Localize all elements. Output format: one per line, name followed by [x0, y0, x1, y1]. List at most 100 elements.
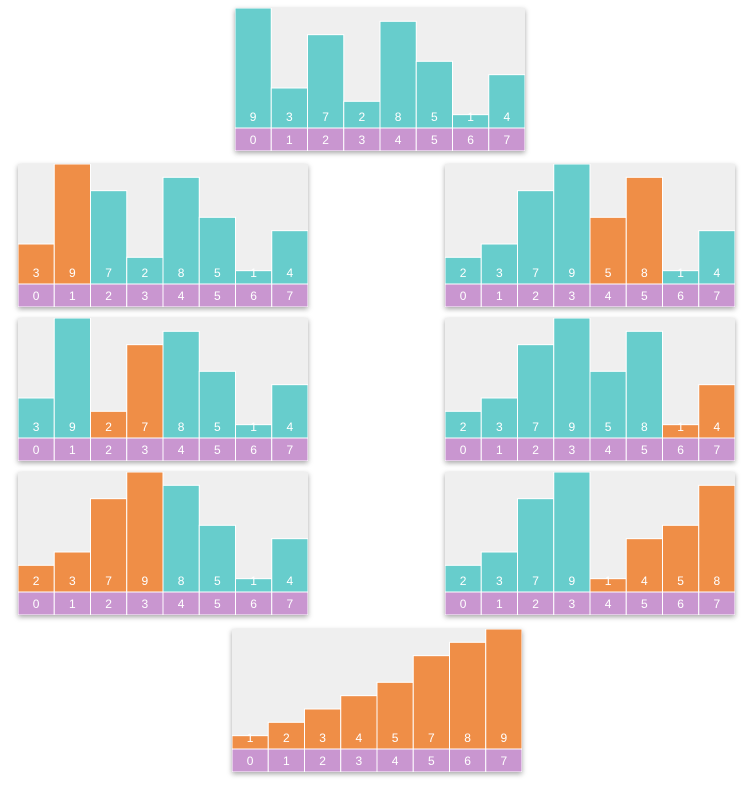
- bar-value-label: 3: [496, 420, 503, 434]
- index-label: 5: [214, 289, 221, 303]
- bar-4: [162, 176, 200, 285]
- index-label: 5: [428, 754, 435, 768]
- index-label: 1: [496, 289, 503, 303]
- panel-step-3: 2 0 3 1 7 2 9 3 8 4 5 5 1 6 4 7: [18, 472, 308, 615]
- index-label: 2: [105, 597, 112, 611]
- bar-value-label: 9: [69, 420, 76, 434]
- bar-value-label: 1: [250, 266, 257, 280]
- bar-value-label: 3: [286, 110, 293, 124]
- bar-7: [271, 384, 308, 439]
- bar-value-label: 8: [641, 266, 648, 280]
- index-label: 7: [287, 443, 294, 457]
- bar-value-label: 1: [605, 574, 612, 588]
- index-label: 4: [178, 597, 185, 611]
- bar-5: [625, 176, 663, 285]
- bar-7: [698, 384, 735, 439]
- index-label: 3: [142, 289, 149, 303]
- index-label: 3: [142, 597, 149, 611]
- bar-1: [480, 551, 518, 593]
- bar-1: [267, 721, 305, 750]
- bar-value-label: 9: [569, 420, 576, 434]
- index-label: 0: [250, 133, 257, 147]
- bar-0: [18, 397, 55, 439]
- bar-0: [445, 410, 482, 439]
- bar-value-label: 2: [33, 574, 40, 588]
- bar-1: [53, 551, 91, 593]
- bar-5: [198, 216, 236, 285]
- bar-value-label: 1: [250, 420, 257, 434]
- bar-value-label: 1: [467, 110, 474, 124]
- panel-step-7-svg: 1 0 2 1 3 2 4 3 5 4 7 5 8 6 9 7: [232, 629, 522, 772]
- index-label: 1: [496, 443, 503, 457]
- bar-value-label: 5: [392, 731, 399, 745]
- bar-4: [589, 370, 627, 439]
- bar-value-label: 4: [287, 266, 294, 280]
- index-label: 6: [467, 133, 474, 147]
- panel-step-6: 2 0 3 1 7 2 9 3 1 4 4 5 5 6 8 7: [445, 472, 735, 615]
- panel-step-3-svg: 2 0 3 1 7 2 9 3 8 4 5 5 1 6 4 7: [18, 472, 308, 615]
- bar-value-label: 9: [250, 110, 257, 124]
- bar-value-label: 5: [214, 574, 221, 588]
- bar-value-label: 7: [105, 266, 112, 280]
- index-label: 1: [69, 443, 76, 457]
- index-label: 2: [319, 754, 326, 768]
- bar-value-label: 2: [105, 420, 112, 434]
- bar-value-label: 3: [33, 266, 40, 280]
- index-label: 1: [69, 597, 76, 611]
- bar-5: [625, 330, 663, 439]
- bar-value-label: 5: [605, 420, 612, 434]
- index-label: 7: [287, 289, 294, 303]
- index-cell-7: [485, 748, 522, 772]
- bar-7: [485, 629, 522, 750]
- index-label: 7: [714, 597, 721, 611]
- index-label: 5: [641, 597, 648, 611]
- index-cell-7: [698, 283, 735, 307]
- bar-value-label: 5: [605, 266, 612, 280]
- index-label: 4: [395, 133, 402, 147]
- index-label: 7: [714, 289, 721, 303]
- index-label: 1: [286, 133, 293, 147]
- panel-step-7: 1 0 2 1 3 2 4 3 5 4 7 5 8 6 9 7: [232, 629, 522, 772]
- index-label: 7: [501, 754, 508, 768]
- index-label: 4: [605, 443, 612, 457]
- bar-value-label: 4: [714, 266, 721, 280]
- panel-step-5: 2 0 3 1 7 2 9 3 5 4 8 5 1 6 4 7: [445, 318, 735, 461]
- bar-value-label: 4: [641, 574, 648, 588]
- bar-2: [517, 190, 555, 285]
- bar-value-label: 4: [504, 110, 511, 124]
- index-label: 0: [460, 597, 467, 611]
- panel-step-0-svg: 9 0 3 1 7 2 2 3 8 4 5 5 1 6 4 7: [235, 8, 525, 151]
- bar-value-label: 9: [569, 574, 576, 588]
- bar-1: [480, 243, 518, 285]
- index-label: 0: [460, 443, 467, 457]
- bar-value-label: 3: [69, 574, 76, 588]
- bar-0: [235, 8, 272, 129]
- bar-value-label: 5: [214, 420, 221, 434]
- bar-value-label: 7: [532, 420, 539, 434]
- bar-value-label: 2: [359, 110, 366, 124]
- index-label: 6: [250, 443, 257, 457]
- bar-value-label: 8: [178, 574, 185, 588]
- bar-value-label: 2: [283, 731, 290, 745]
- bar-value-label: 2: [460, 574, 467, 588]
- bar-value-label: 9: [142, 574, 149, 588]
- bar-0: [18, 243, 55, 285]
- index-label: 1: [283, 754, 290, 768]
- index-cell-7: [271, 591, 308, 615]
- index-label: 0: [247, 754, 254, 768]
- bar-3: [343, 100, 381, 129]
- index-label: 3: [142, 443, 149, 457]
- bar-4: [162, 484, 200, 593]
- bar-value-label: 3: [496, 574, 503, 588]
- index-label: 4: [392, 754, 399, 768]
- bar-2: [90, 190, 128, 285]
- index-label: 3: [569, 443, 576, 457]
- bar-value-label: 1: [247, 731, 254, 745]
- bar-value-label: 4: [356, 731, 363, 745]
- index-label: 3: [359, 133, 366, 147]
- bar-value-label: 1: [677, 266, 684, 280]
- index-label: 7: [714, 443, 721, 457]
- index-label: 4: [605, 289, 612, 303]
- bar-value-label: 7: [428, 731, 435, 745]
- index-label: 3: [569, 597, 576, 611]
